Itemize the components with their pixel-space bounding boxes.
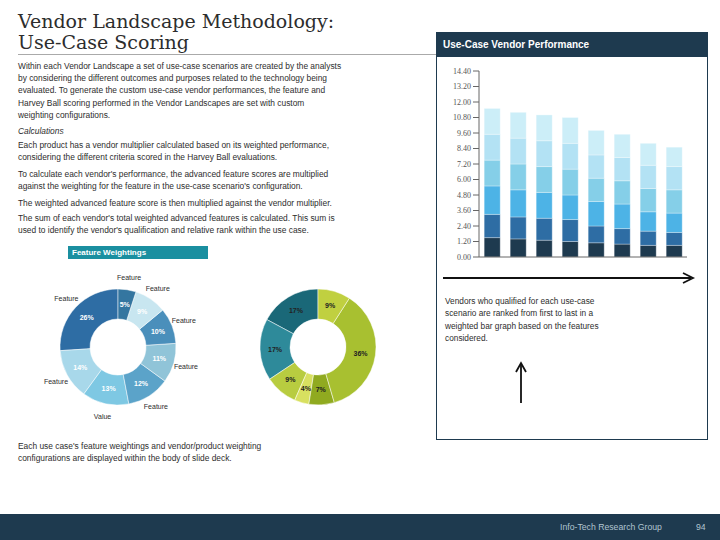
svg-text:10%: 10% (151, 328, 166, 335)
svg-text:Feature: Feature (172, 317, 196, 324)
html-text:Calculations: Calculations (18, 126, 64, 136)
svg-text:8.40: 8.40 (457, 144, 471, 153)
html-text:The weighted advanced feature: The weighted advanced feature score is t… (18, 198, 332, 208)
svg-text:7.20: 7.20 (457, 160, 471, 169)
html-text:Feature Weightings: Feature Weightings (72, 248, 147, 257)
html-text:Within each Vendor Landscape a: Within each Vendor Landscape a set of us… (18, 61, 342, 120)
svg-text:17%: 17% (289, 307, 304, 314)
html-text:The sum of each vendor's total: The sum of each vendor's total weighted … (18, 213, 335, 236)
svg-text:12%: 12% (134, 380, 149, 387)
html-text:Use-Case Scoring: Use-Case Scoring (18, 31, 189, 53)
svg-text:Feature: Feature (174, 363, 198, 370)
svg-text:5%: 5% (120, 301, 131, 308)
html-text:Each use case's feature weight: Each use case's feature weightings and v… (18, 441, 262, 464)
svg-text:12.00: 12.00 (453, 98, 471, 107)
svg-text:14.40: 14.40 (453, 67, 471, 76)
svg-text:4%: 4% (301, 385, 312, 392)
html-text:To calculate each vendor's per: To calculate each vendor's performance, … (18, 169, 329, 192)
svg-text:14%: 14% (73, 364, 88, 371)
svg-text:17%: 17% (268, 346, 283, 353)
html-text:94: 94 (696, 522, 706, 532)
svg-text:Feature: Feature (146, 285, 170, 292)
svg-text:3.60: 3.60 (457, 206, 471, 215)
svg-text:6.00: 6.00 (457, 175, 471, 184)
svg-text:26%: 26% (80, 314, 95, 321)
svg-text:9.60: 9.60 (457, 129, 471, 138)
svg-text:Feature: Feature (54, 295, 78, 302)
svg-text:2.40: 2.40 (457, 222, 471, 231)
svg-text:10.80: 10.80 (453, 113, 471, 122)
html-text:Vendors who qualified for each: Vendors who qualified for each use-case … (445, 296, 599, 344)
svg-text:13%: 13% (102, 385, 117, 392)
svg-text:4.80: 4.80 (457, 191, 471, 200)
svg-text:7%: 7% (316, 386, 327, 393)
svg-text:9%: 9% (325, 302, 336, 309)
html-text:Vendor Landscape Methodology:: Vendor Landscape Methodology: (18, 10, 335, 32)
html-text:Use-Case Vendor Performance: Use-Case Vendor Performance (443, 39, 590, 50)
svg-text:Value: Value (94, 413, 111, 420)
html-text:Each product has a vendor mult: Each product has a vendor multiplier cal… (18, 140, 329, 163)
svg-text:0.00: 0.00 (457, 253, 471, 262)
svg-text:9%: 9% (137, 308, 148, 315)
svg-text:Feature: Feature (117, 274, 141, 281)
svg-text:Feature: Feature (144, 403, 168, 410)
svg-text:11%: 11% (152, 355, 166, 362)
svg-text:Feature: Feature (44, 378, 68, 385)
svg-text:13.20: 13.20 (453, 82, 471, 91)
svg-text:9%: 9% (285, 376, 296, 383)
svg-text:1.20: 1.20 (457, 237, 471, 246)
svg-text:36%: 36% (354, 350, 369, 357)
html-text:Info-Tech Research Group: Info-Tech Research Group (560, 522, 662, 532)
